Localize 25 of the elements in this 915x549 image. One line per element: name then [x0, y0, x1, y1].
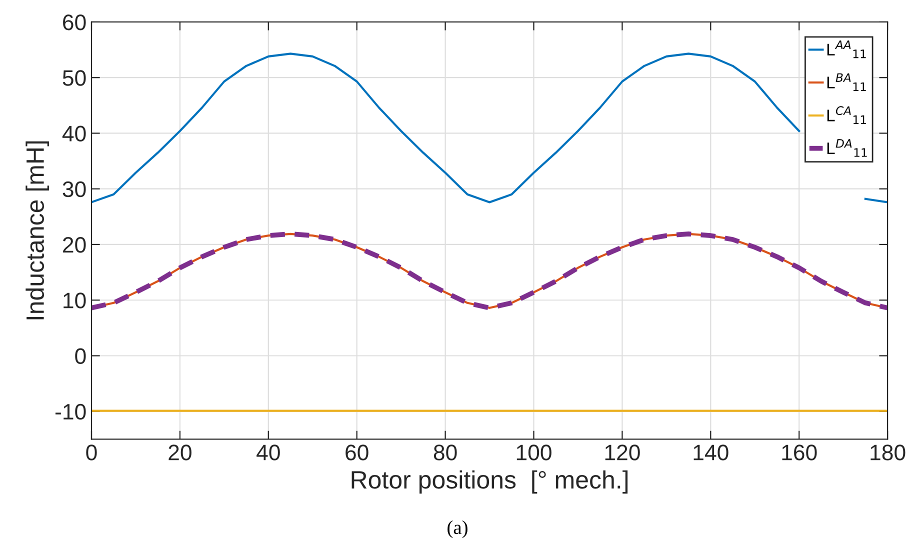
x-axis-title: Rotor positions [° mech.]	[352, 470, 628, 494]
y-tick-label: 60	[63, 14, 86, 30]
y-tick-label: 30	[62, 181, 86, 198]
y-tick-label: 20	[63, 237, 86, 253]
x-tick-label: 100	[516, 444, 552, 460]
y-axis-title: Inductance [mH]	[26, 141, 49, 320]
legend-label: L$^{BA}$$_{11}$	[827, 73, 866, 91]
x-tick-label: 0	[86, 444, 97, 460]
x-tick-label: 120	[605, 444, 640, 460]
legend-label: L$^{DA}$$_{11}$	[827, 139, 867, 157]
x-tick-label: 180	[870, 444, 906, 460]
y-tick-label: 0	[75, 348, 86, 364]
x-tick-label: 60	[346, 444, 368, 460]
y-tick-label: 10	[64, 292, 86, 308]
x-tick-label: 40	[256, 444, 280, 460]
x-tick-label: 80	[434, 444, 457, 460]
y-tick-label: -10	[56, 404, 86, 420]
y-tick-label: 40	[62, 126, 86, 142]
text: (a)	[448, 520, 468, 538]
x-tick-label: 160	[782, 444, 817, 460]
legend-label: L$^{AA}$$_{11}$	[827, 40, 866, 58]
x-tick-label: 20	[168, 444, 192, 460]
legend-label: L$^{CA}$$_{11}$	[827, 106, 866, 124]
x-tick-label: 140	[694, 444, 728, 460]
y-tick-label: 50	[62, 70, 86, 86]
